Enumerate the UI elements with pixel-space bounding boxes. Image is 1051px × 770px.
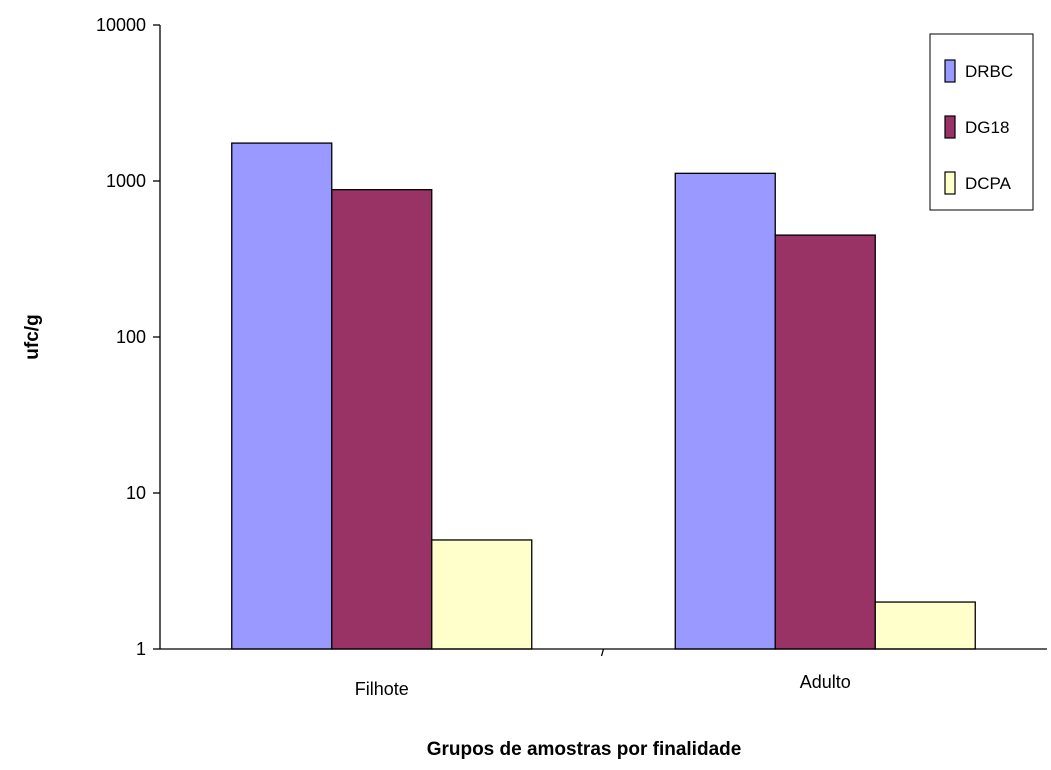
x-category-label: Adulto xyxy=(800,672,851,692)
y-axis-title: ufc/g xyxy=(22,314,43,359)
legend-label-dg18: DG18 xyxy=(965,118,1009,137)
legend-label-drbc: DRBC xyxy=(965,62,1013,81)
y-tick-label: 1000 xyxy=(106,171,146,191)
bar-drbc-filhote xyxy=(231,142,333,650)
bar-dg18-adulto xyxy=(774,234,876,650)
legend-swatch-dg18 xyxy=(944,115,956,139)
x-category-separator xyxy=(600,648,605,657)
legend-swatch-drbc xyxy=(944,59,956,83)
x-category-label: Filhote xyxy=(355,679,409,699)
y-tick-label: 10 xyxy=(126,483,146,503)
y-tick-label: 1 xyxy=(136,639,146,659)
bar-dg18-filhote xyxy=(331,189,433,650)
x-axis-title: Grupos de amostras por finalidade xyxy=(427,739,742,760)
bar-dcpa-filhote xyxy=(431,539,533,650)
legend: DRBC DG18 DCPA xyxy=(929,33,1034,211)
bar-dcpa-adulto xyxy=(874,601,976,650)
y-ticks-layer: 1 10 100 1000 10000 xyxy=(96,15,160,659)
bars-layer xyxy=(231,142,976,650)
legend-label-dcpa: DCPA xyxy=(965,174,1012,193)
y-tick-label: 100 xyxy=(116,327,146,347)
legend-swatch-dcpa xyxy=(944,171,956,195)
y-tick-label: 10000 xyxy=(96,15,146,35)
x-categories-layer: Filhote Adulto xyxy=(355,672,851,699)
bar-drbc-adulto xyxy=(674,172,776,650)
